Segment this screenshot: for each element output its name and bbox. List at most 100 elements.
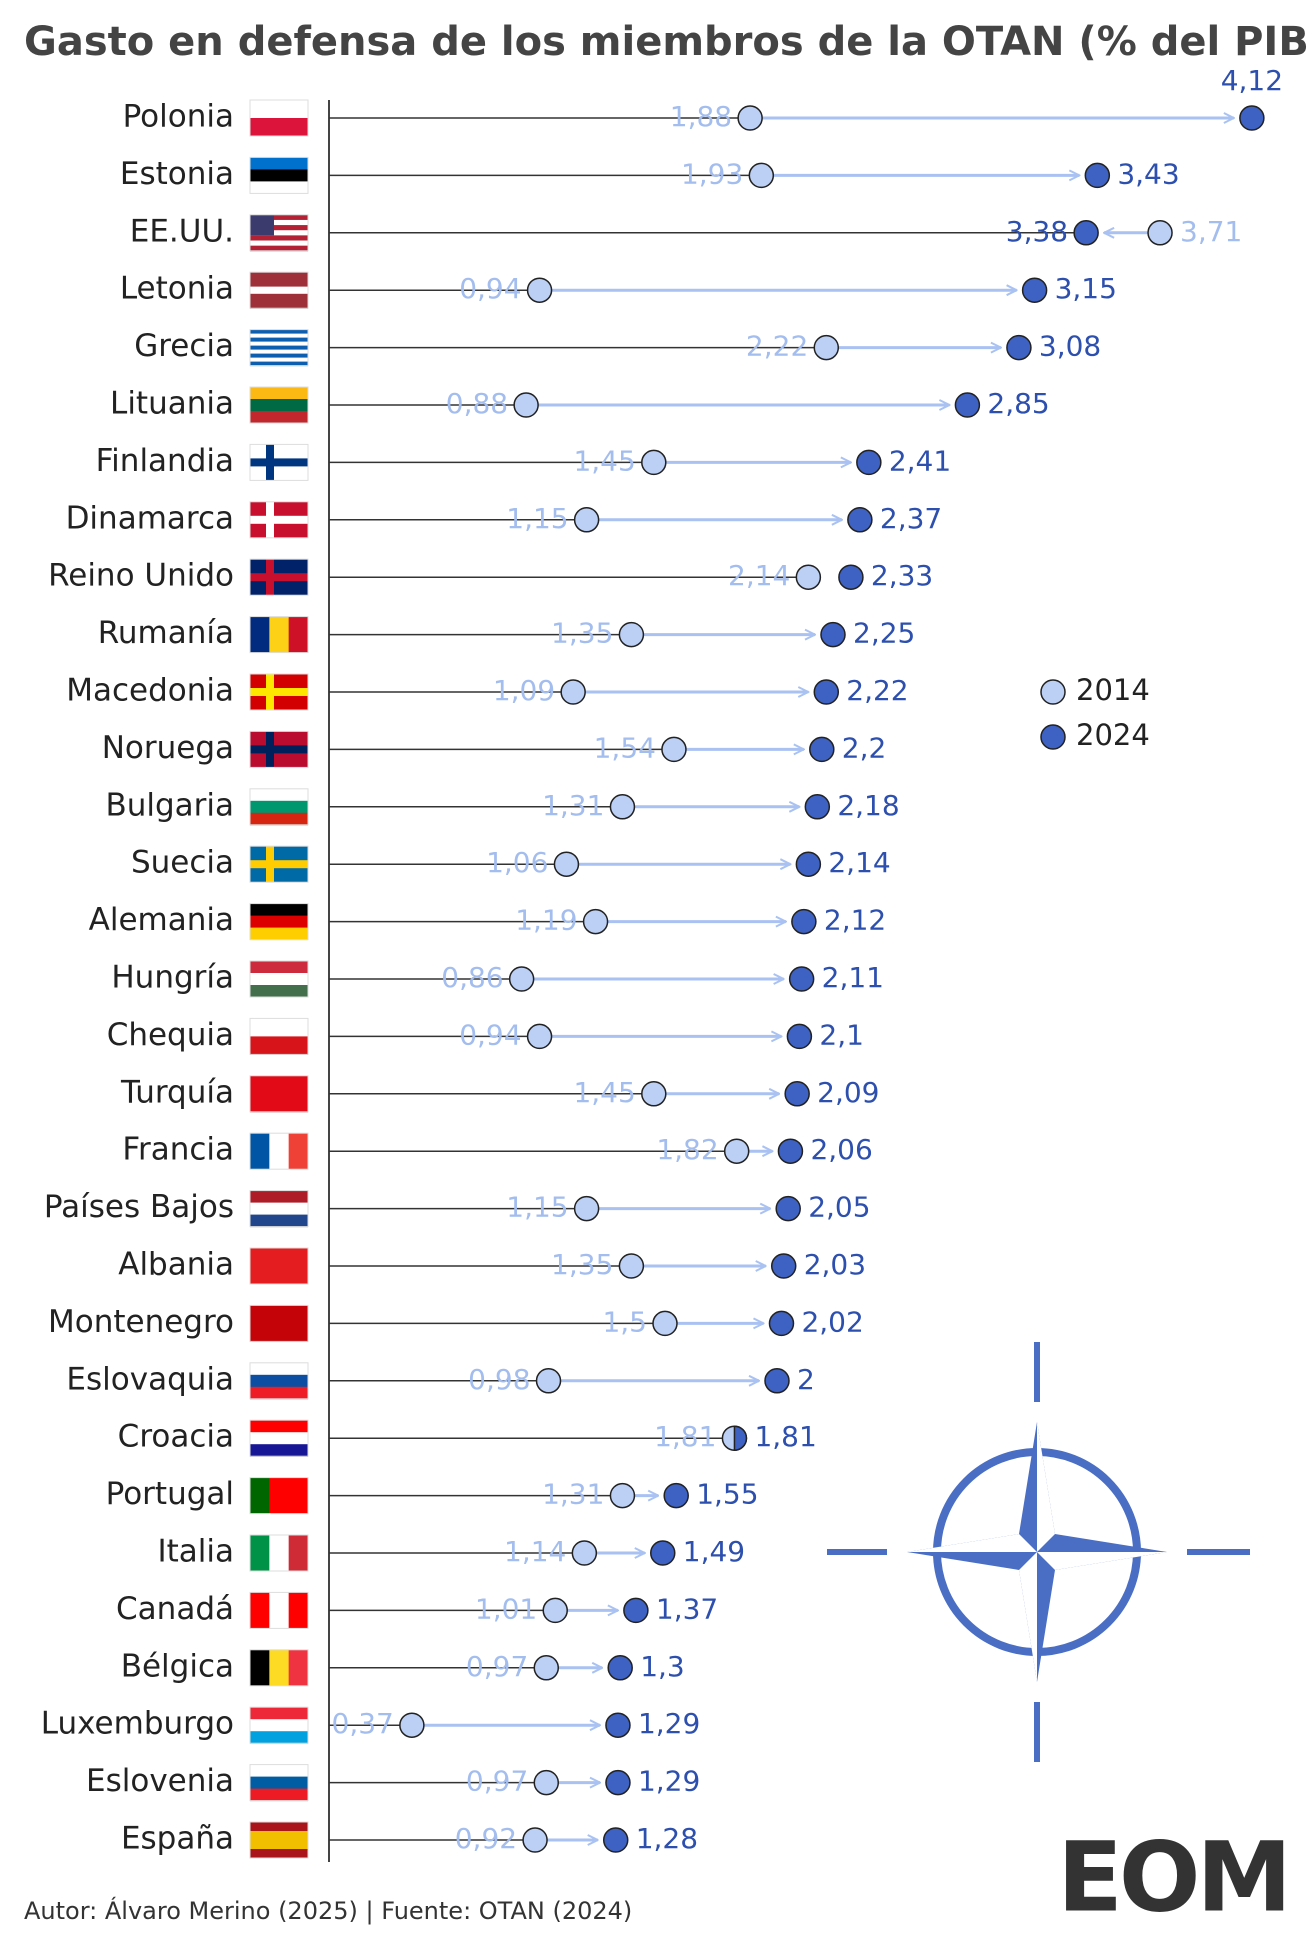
dot-2014 [526,277,553,303]
flag [249,271,309,309]
value-label-2014: 0,94 [459,1018,521,1051]
dot-2024 [809,736,835,763]
dot-2014 [661,736,687,763]
value-label-2014: 1,14 [504,1535,566,1568]
flag-border [249,845,309,883]
value-label-2024: 1,29 [638,1765,700,1798]
category-label: Finlandia [96,443,234,479]
dot-2014 [737,105,763,131]
flag [249,1419,309,1457]
flag-stripe [250,1075,308,1113]
value-label-2024: 2,33 [871,559,933,592]
flag-stripe [250,1190,308,1204]
dot-2024 [623,1597,649,1624]
value-label-2014: 2,14 [728,559,790,592]
dot-2024 [954,392,981,418]
flag-stripe [288,1535,309,1571]
category-label: Eslovaquia [66,1361,234,1397]
value-label-2024: 1,49 [683,1535,745,1568]
flag [249,1591,309,1629]
flag-stripe [269,616,290,653]
flag-border [249,788,309,826]
category-label: Canadá [116,1591,234,1627]
value-label-2024: 2,18 [837,789,899,822]
flag [249,1362,309,1400]
value-label-2024: 2,06 [810,1133,872,1166]
category-label: Portugal [106,1476,234,1512]
category-label: Alemania [89,902,234,938]
flag-border [249,673,309,711]
value-label-2024: 2,85 [987,387,1049,420]
value-label-2014: 1,06 [486,846,548,879]
flag-stripe [269,1477,290,1514]
value-label-2024: 4,12 [1221,64,1283,97]
dot-2024 [813,679,840,705]
flag-cross [250,860,308,869]
dot-2014 [571,1540,598,1566]
value-label-2024: 2,11 [822,961,884,994]
value-label-2024: 2,2 [842,731,887,764]
dot-2014 [542,1597,568,1624]
flag-stripe [250,903,308,917]
flag-stripe [250,286,308,295]
dot-2024 [791,908,817,935]
value-label-2024: 1,29 [638,1707,700,1740]
flag-stripe [250,219,308,226]
flag-border [249,558,309,596]
flag-border [249,1764,309,1802]
flag-stripe [250,387,308,400]
flag-cross [250,458,308,467]
flag-stripe [288,616,309,653]
flag-stripe [250,337,308,343]
flag-stripe [250,1214,308,1228]
flag-stripe [250,1202,308,1216]
value-label-2014: 1,35 [551,617,613,650]
dot-2024 [1073,220,1099,246]
flag-stripe [288,1133,309,1170]
flag-stripe [250,301,308,309]
brand-logo: EOM [1057,1821,1288,1933]
dot-2014 [618,1253,645,1279]
flag-border [249,386,309,424]
dot-2014 [533,1769,560,1796]
dot-2014 [560,679,586,705]
flag-stripe [250,1018,308,1037]
flag-stripe [269,1133,290,1170]
category-label: Italia [157,1534,234,1570]
value-label-2024: 2,02 [801,1305,863,1338]
dot-2024 [775,1195,801,1222]
value-label-2024: 1,81 [754,1420,816,1453]
flag-border [249,1534,309,1572]
flag-border [249,329,309,367]
chart-title: Gasto en defensa de los miembros de la O… [24,19,1310,65]
category-label: Reino Unido [48,558,234,594]
flag-stripe [250,353,308,359]
flag-stripe [250,1444,308,1457]
dot-2014 [609,1482,636,1509]
dot-2024 [820,621,846,648]
value-label-2024: 2,09 [817,1076,879,1109]
dot-2014 [609,794,636,820]
category-label: Suecia [131,845,234,881]
legend-label: 2014 [1076,673,1150,707]
flag-stripe [269,1592,290,1629]
flag-stripe [250,349,308,355]
flag-border [249,1075,309,1113]
flag-border [249,960,309,998]
value-label-2024: 2,25 [853,617,915,650]
legend-label: 2024 [1076,718,1150,752]
flag-stripe [250,800,308,814]
flag-stripe [250,1374,308,1388]
flag-stripe [250,240,308,247]
dot-2014 [522,1827,548,1853]
value-label-2014: 0,37 [332,1707,394,1740]
dot-2024 [784,1081,810,1107]
category-label: Noruega [102,730,234,766]
dot-2024 [650,1540,676,1566]
flag-stripe [250,961,308,974]
category-label: Croacia [118,1419,234,1455]
dot-2014 [1147,220,1173,246]
dot-2014 [723,1138,750,1164]
category-label: Montenegro [48,1304,234,1340]
legend-marker [1040,679,1066,705]
